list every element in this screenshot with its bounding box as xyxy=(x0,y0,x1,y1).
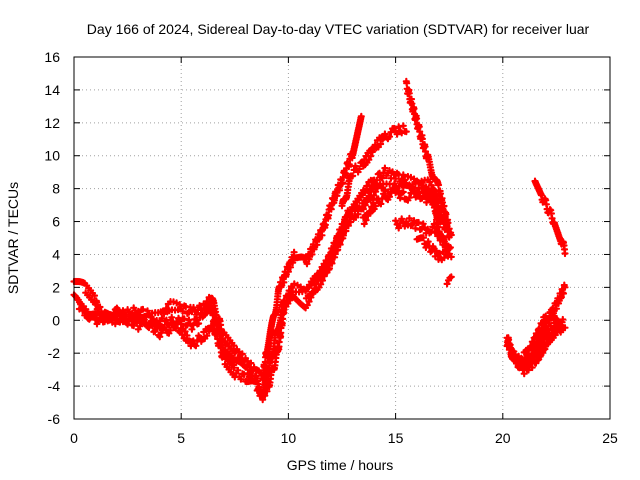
data-series xyxy=(507,315,567,372)
y-axis-label: SDTVAR / TECUs xyxy=(5,182,21,294)
data-series xyxy=(359,184,440,228)
series-points xyxy=(74,178,449,404)
series-points xyxy=(413,234,453,264)
x-tick-label: 10 xyxy=(281,430,297,446)
y-tick-label: 6 xyxy=(52,214,60,230)
y-tick-label: -4 xyxy=(48,378,61,394)
series-points xyxy=(359,184,440,228)
data-series xyxy=(74,178,449,404)
data-series xyxy=(531,177,569,258)
y-tick-label: 4 xyxy=(52,246,60,262)
series-points xyxy=(443,273,455,288)
plot-data xyxy=(70,77,569,404)
data-series xyxy=(402,77,453,236)
series-points xyxy=(531,177,569,258)
y-tick-label: -2 xyxy=(48,345,61,361)
x-tick-label: 20 xyxy=(495,430,511,446)
y-tick-label: 2 xyxy=(52,279,60,295)
x-axis-label: GPS time / hours xyxy=(287,457,394,473)
plot-frame xyxy=(73,56,611,420)
data-series xyxy=(338,122,410,210)
y-tick-label: 10 xyxy=(44,148,60,164)
axis-ticks: 0 5 10 15 20 25 -6 -4 -2 0 2 4 6 8 10 12 14 16 xyxy=(44,49,618,446)
series-points xyxy=(507,315,567,372)
y-tick-label: -6 xyxy=(48,411,61,427)
series-points xyxy=(338,122,410,210)
y-tick-label: 0 xyxy=(52,312,60,328)
y-tick-label: 16 xyxy=(44,49,60,65)
data-series xyxy=(520,306,565,363)
y-tick-label: 12 xyxy=(44,115,60,131)
data-series xyxy=(443,273,455,288)
x-tick-label: 0 xyxy=(70,430,78,446)
series-points xyxy=(520,306,565,363)
chart-title: Day 166 of 2024, Sidereal Day-to-day VTE… xyxy=(87,21,590,37)
y-tick-label: 8 xyxy=(52,181,60,197)
series-points xyxy=(402,77,453,236)
data-series xyxy=(413,234,453,264)
x-tick-label: 5 xyxy=(177,430,185,446)
y-tick-label: 14 xyxy=(44,82,60,98)
x-tick-label: 15 xyxy=(388,430,404,446)
x-tick-label: 25 xyxy=(602,430,618,446)
